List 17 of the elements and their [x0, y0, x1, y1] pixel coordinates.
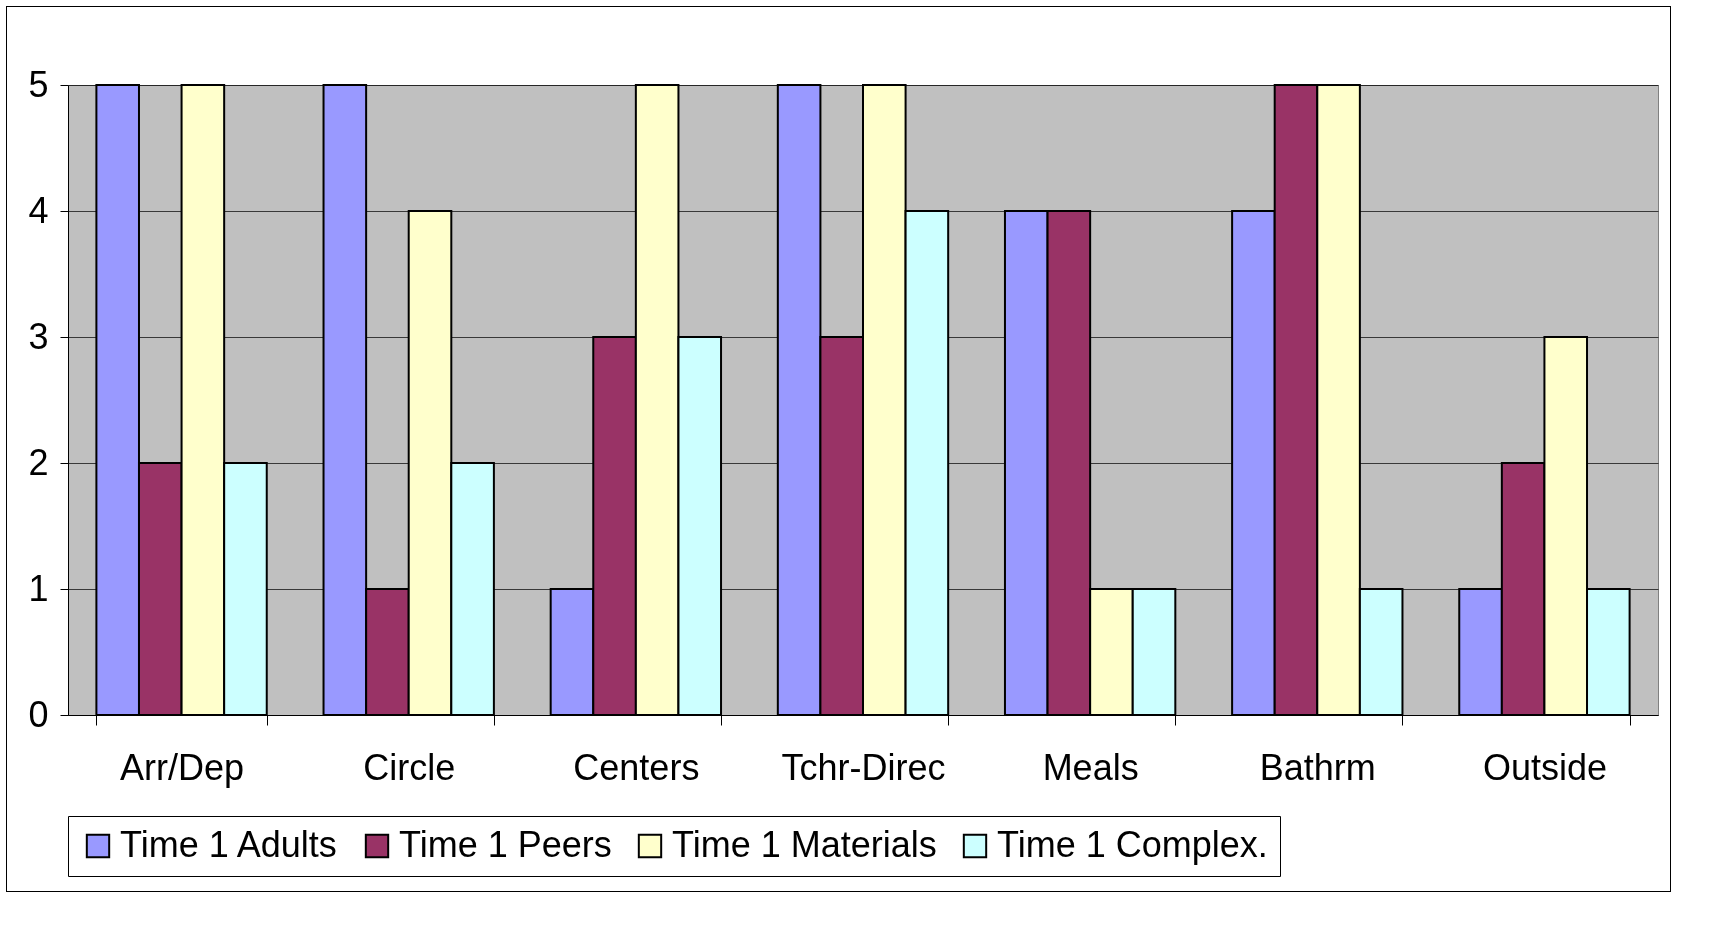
legend-label: Time 1 Peers	[399, 824, 612, 865]
y-tick-label: 2	[28, 441, 49, 483]
x-tick-label: Outside	[1482, 746, 1607, 788]
legend-label: Time 1 Adults	[120, 824, 337, 865]
y-tick-label: 0	[28, 693, 49, 735]
x-tick-label: Centers	[573, 746, 700, 788]
y-tick-label: 5	[28, 63, 49, 105]
legend-label: Time 1 Materials	[672, 824, 937, 865]
x-tick-label: Meals	[1042, 746, 1139, 788]
x-tick-label: Tchr-Direc	[781, 746, 946, 788]
y-tick-label: 3	[28, 315, 49, 357]
legend-label: Time 1 Complex.	[997, 824, 1268, 865]
x-tick-label: Bathrm	[1259, 746, 1376, 788]
y-tick-label: 4	[28, 189, 49, 231]
y-tick-label: 1	[28, 567, 49, 609]
x-tick-label: Circle	[363, 746, 456, 788]
x-tick-label: Arr/Dep	[120, 746, 245, 788]
